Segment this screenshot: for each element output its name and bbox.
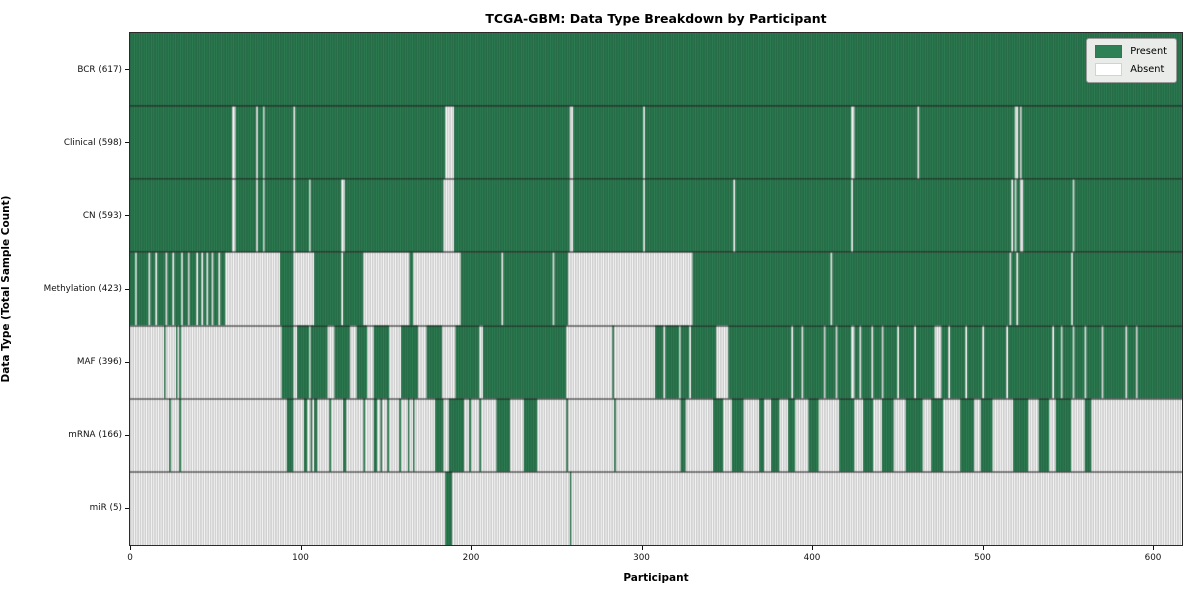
y-tick-mark	[125, 507, 129, 509]
legend-item-absent: Absent	[1095, 63, 1167, 76]
x-tick-mark	[641, 546, 643, 550]
y-tick-label-clinical: Clinical (598)	[63, 137, 122, 148]
x-tick-label-100: 100	[292, 553, 309, 563]
y-tick-label-cn: CN (593)	[82, 210, 122, 221]
y-axis-label: Data Type (Total Sample Count)	[0, 195, 12, 383]
legend-item-present: Present	[1095, 45, 1167, 58]
y-tick-mark	[125, 215, 129, 217]
x-axis-label: Participant	[623, 572, 689, 584]
y-tick-mark	[125, 434, 129, 436]
x-tick-mark	[982, 546, 984, 550]
x-tick-label-0: 0	[127, 553, 133, 563]
legend-label-present: Present	[1130, 46, 1167, 57]
x-tick-label-600: 600	[1144, 553, 1162, 563]
y-tick-mark	[125, 361, 129, 363]
y-tick-label-bcr: BCR (617)	[77, 64, 122, 75]
x-tick-label-400: 400	[803, 553, 821, 563]
y-tick-label-maf: MAF (396)	[76, 357, 122, 368]
x-tick-mark	[1153, 546, 1154, 550]
legend-swatch-present	[1095, 45, 1123, 58]
x-tick-mark	[812, 546, 813, 550]
x-tick-mark	[300, 546, 302, 550]
plot-area	[130, 33, 1182, 545]
y-tick-label-mrna: mRNA (166)	[68, 430, 122, 441]
x-tick-label-200: 200	[462, 553, 480, 563]
x-tick-label-500: 500	[974, 553, 991, 563]
heatmap-canvas	[130, 33, 1182, 545]
x-tick-mark	[130, 546, 131, 550]
legend: Present Absent	[1086, 38, 1177, 83]
legend-swatch-absent	[1095, 63, 1123, 76]
y-tick-mark	[125, 69, 129, 71]
chart-title: TCGA-GBM: Data Type Breakdown by Partici…	[485, 11, 827, 26]
y-tick-mark	[125, 142, 129, 144]
x-tick-label-300: 300	[633, 553, 650, 563]
legend-label-absent: Absent	[1130, 64, 1165, 75]
y-tick-mark	[125, 288, 129, 290]
y-tick-label-methylation: Methylation (423)	[43, 284, 122, 294]
y-tick-label-mir: miR (5)	[89, 503, 122, 514]
x-tick-mark	[471, 546, 472, 550]
